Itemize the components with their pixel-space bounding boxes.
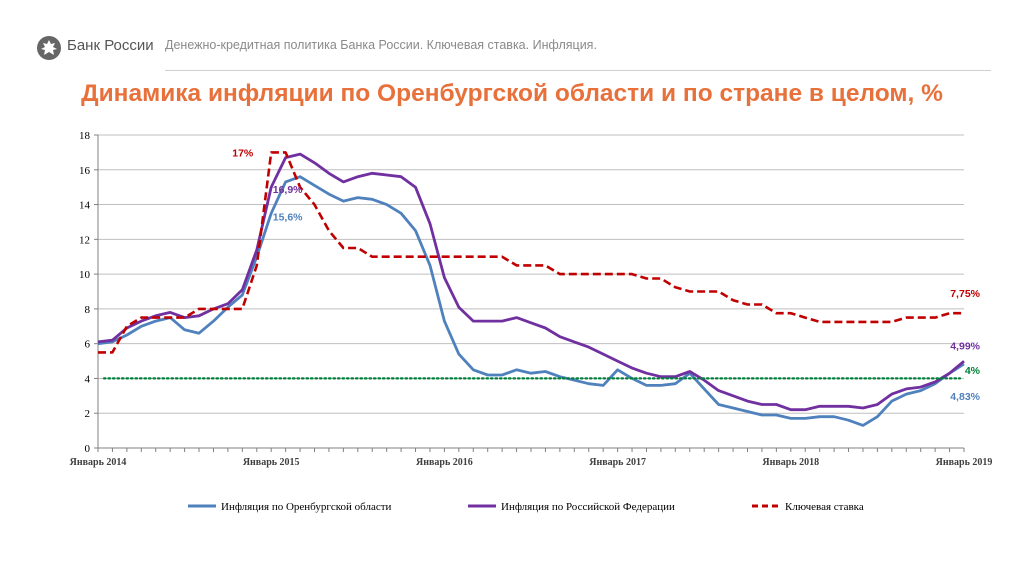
x-tick-label: Январь 2016: [416, 457, 473, 468]
y-tick-label: 0: [85, 443, 91, 455]
header-subtitle: Денежно-кредитная политика Банка России.…: [165, 38, 597, 52]
key-rate-line: [98, 151, 964, 354]
y-tick-label: 12: [79, 234, 90, 246]
y-tick-label: 14: [79, 200, 91, 212]
page-title: Динамика инфляции по Оренбургской област…: [81, 80, 943, 107]
axis-layer: 0 2 4 6 8 10 12 14 16 18 Январь 2014 Январь 2015 Янв…: [70, 130, 993, 468]
header: Банк России Денежно-кредитная политика Б…: [0, 0, 1024, 74]
x-tick-label: Январь 2014: [70, 457, 127, 468]
annotation-layer: 17% 16,9% 15,6% 7,75% 4,99% 4% 4,83%: [232, 147, 980, 402]
legend-layer: Инфляция по Оренбургской области Инфляция…: [188, 501, 864, 513]
russia-inflation-line: [97, 152, 965, 412]
data-label: 15,6%: [273, 212, 303, 224]
y-tick-label: 10: [79, 269, 91, 281]
legend-label: Инфляция по Оренбургской области: [221, 501, 392, 513]
data-label: 4,83%: [950, 391, 980, 403]
x-tick-label: Январь 2017: [589, 457, 646, 468]
data-label: 4%: [965, 365, 981, 377]
logo-text: Банк России: [67, 37, 154, 54]
y-tick-label: 16: [79, 165, 91, 177]
data-label: 17%: [232, 147, 254, 159]
y-tick-label: 4: [85, 373, 91, 385]
data-label: 4,99%: [950, 340, 980, 352]
x-tick-label: Январь 2019: [936, 457, 993, 468]
bank-of-russia-logo-icon: [37, 36, 61, 60]
x-tick-label: Январь 2015: [243, 457, 300, 468]
grid-layer: [98, 134, 964, 414]
series-layer: [97, 151, 965, 427]
data-label: 7,75%: [950, 288, 980, 300]
y-tick-label: 6: [85, 339, 91, 351]
y-tick-label: 8: [85, 304, 91, 316]
inflation-chart: 0 2 4 6 8 10 12 14 16 18 Январь 2014 Январь 2015 Янв…: [70, 130, 993, 513]
y-tick-label: 18: [79, 130, 91, 142]
orenburg-inflation-line: [97, 175, 965, 427]
x-tick-label: Январь 2018: [762, 457, 819, 468]
header-divider: [165, 70, 991, 71]
y-tick-label: 2: [85, 408, 91, 420]
legend-label: Ключевая ставка: [785, 501, 864, 513]
legend-label: Инфляция по Российской Федерации: [501, 501, 675, 513]
data-label: 16,9%: [273, 184, 303, 196]
